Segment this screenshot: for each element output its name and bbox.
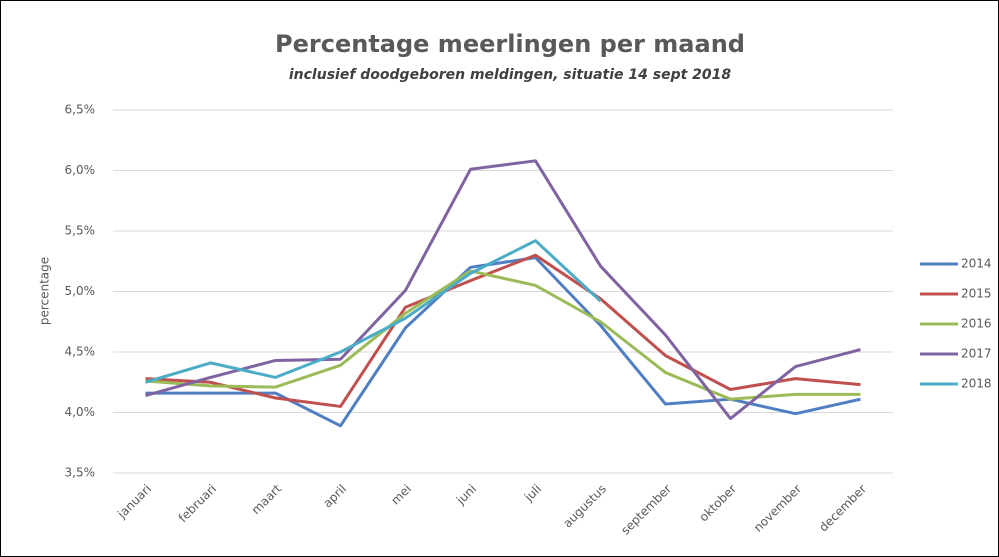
y-tick-label: 4,0%: [65, 405, 96, 419]
legend-label: 2018: [961, 377, 992, 391]
chart-subtitle: inclusief doodgeboren meldingen, situati…: [289, 67, 732, 83]
y-axis-label: percentage: [38, 257, 52, 325]
y-tick-label: 3,5%: [65, 466, 96, 480]
y-tick-label: 5,0%: [65, 284, 96, 298]
series-line: [145, 239, 602, 384]
y-tick-label: 5,5%: [65, 224, 96, 238]
series-line: [145, 159, 861, 421]
y-tick-label: 6,5%: [65, 103, 96, 117]
series-line: [145, 269, 861, 401]
series-line: [145, 256, 861, 428]
y-tick-label: 4,5%: [65, 345, 96, 359]
legend-label: 2014: [961, 257, 992, 271]
series-line: [145, 253, 861, 408]
chart-title: Percentage meerlingen per maand: [275, 30, 745, 58]
legend-label: 2015: [961, 287, 992, 301]
legend-label: 2016: [961, 317, 992, 331]
legend-label: 2017: [961, 347, 992, 361]
y-tick-label: 6,0%: [65, 163, 96, 177]
